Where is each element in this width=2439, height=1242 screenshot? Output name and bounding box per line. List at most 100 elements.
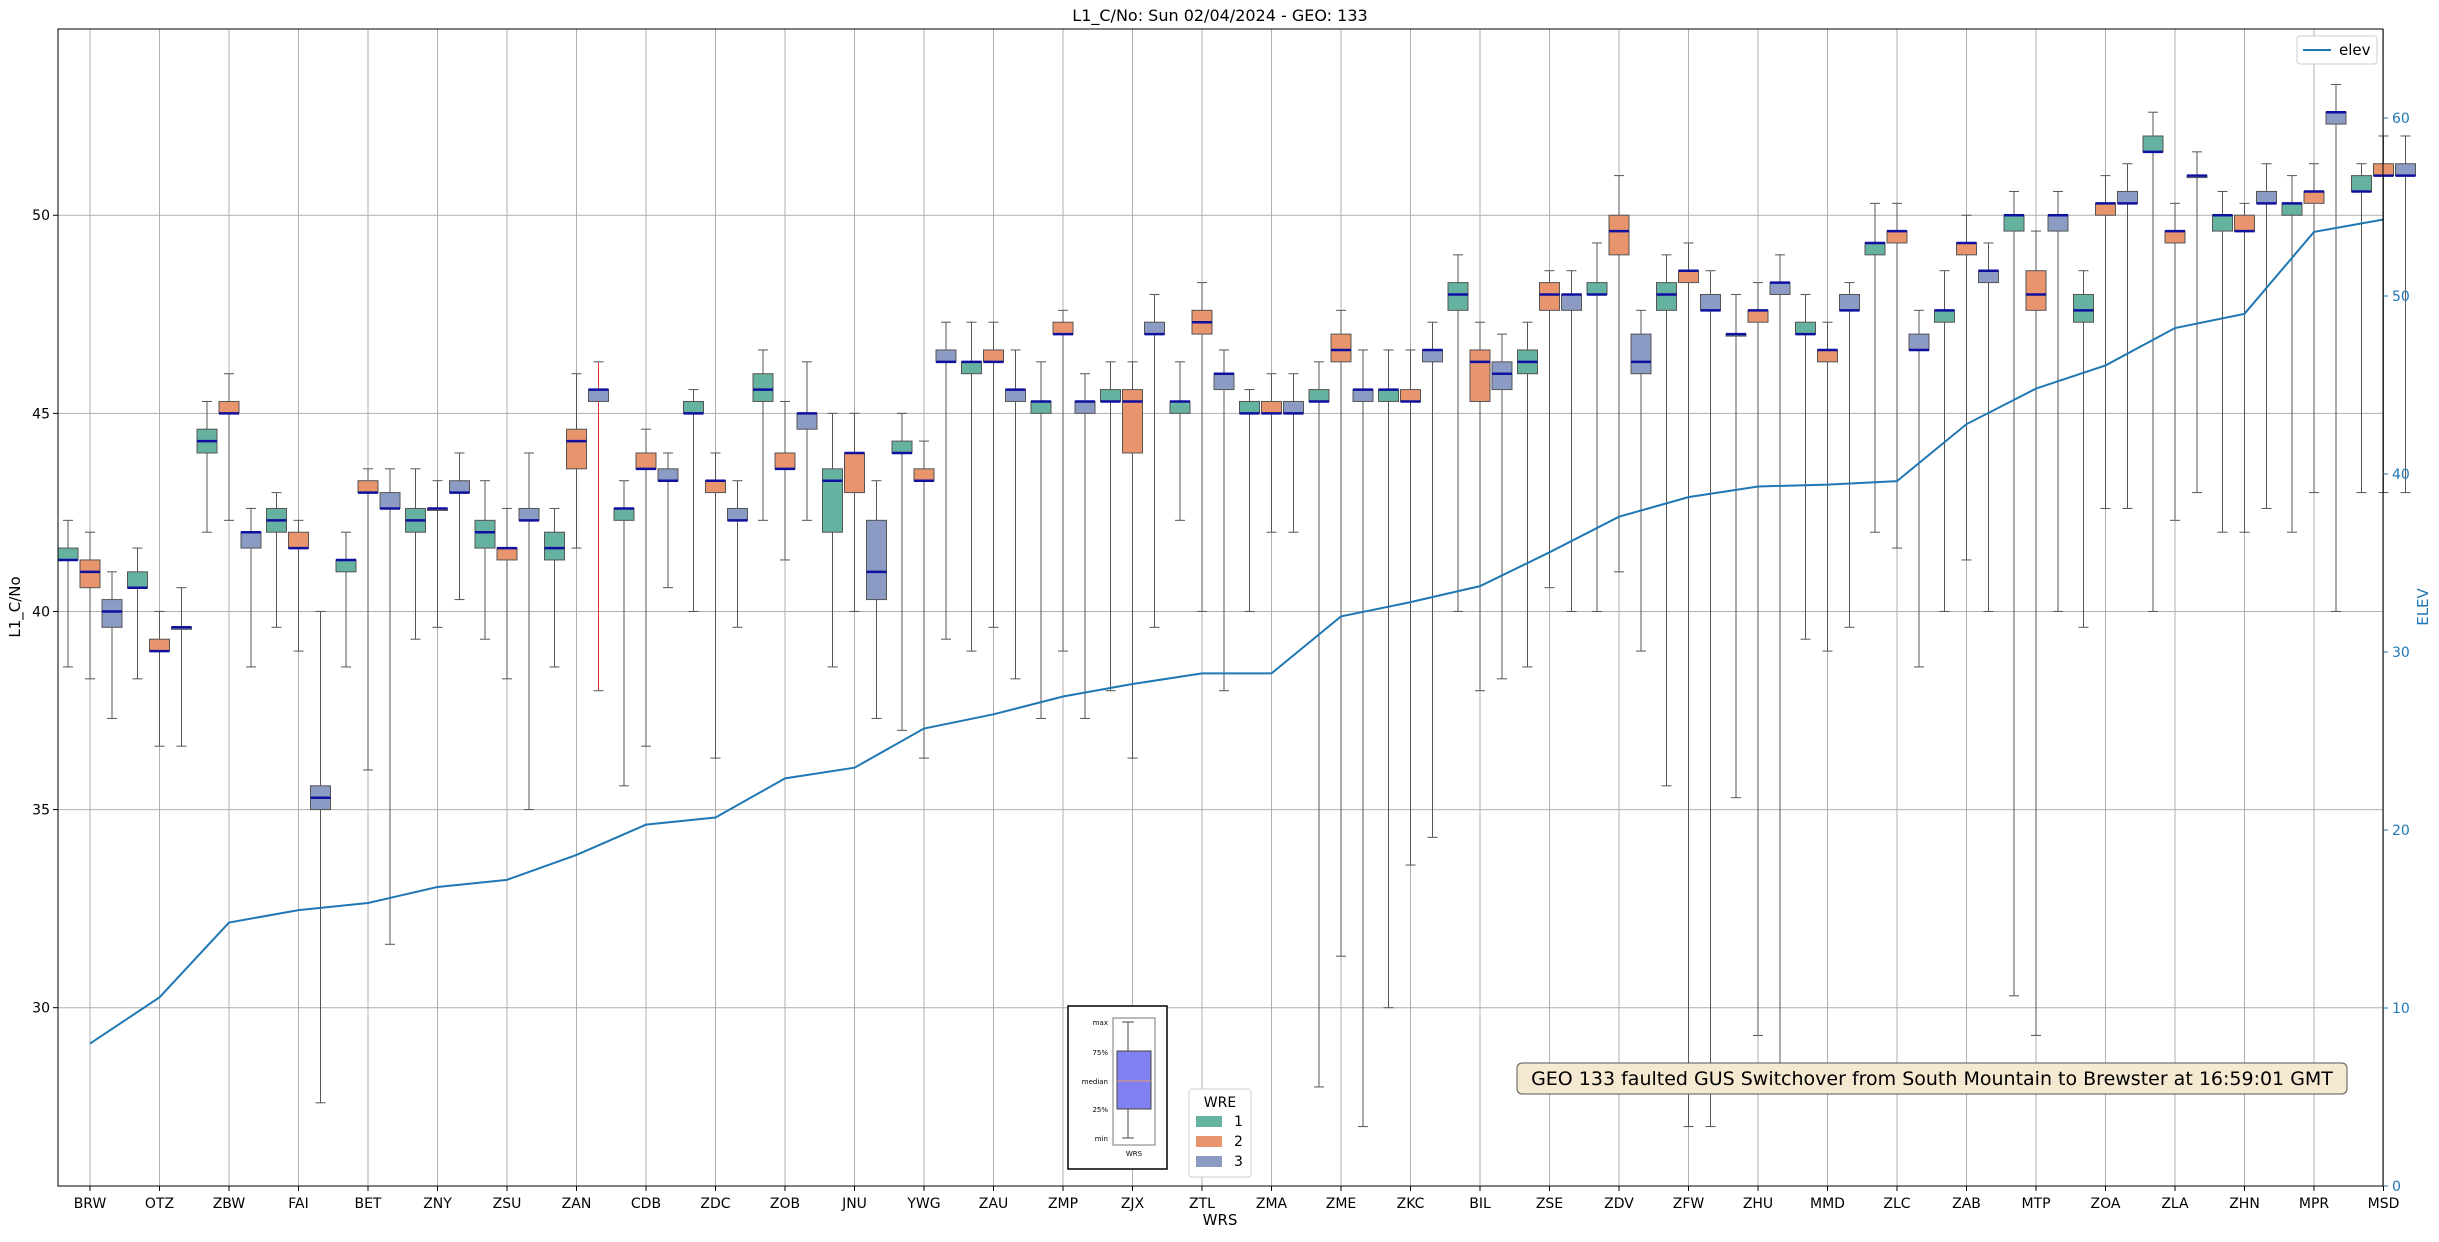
box-ZSE-3 [1561, 293, 1582, 311]
elev-legend-label: elev [2339, 41, 2371, 59]
box-ZLC-3 [1908, 333, 1930, 351]
box-ZOB-1 [752, 373, 774, 402]
box-ZDV-1 [1586, 282, 1608, 295]
box-MMD-1 [1795, 321, 1816, 335]
elev-legend: elev [2296, 35, 2378, 65]
box-ZJX-1 [1100, 389, 1121, 402]
box-ZKC-1 [1378, 389, 1399, 402]
y-tick-label: 35 [32, 803, 50, 819]
box-JNU-1 [822, 468, 843, 533]
x-tick-label: ZFW [1673, 1196, 1705, 1212]
wre-legend-label-3: 3 [1234, 1154, 1243, 1170]
box-key-inset: max 75% median 25% min WRS [1067, 1005, 1168, 1170]
box-ZMP-1 [1030, 400, 1052, 414]
box-key-box [1116, 1050, 1152, 1110]
box-JNU-2 [844, 452, 865, 494]
box-ZBW-3 [240, 531, 262, 549]
wre-legend-label-1: 1 [1234, 1114, 1243, 1130]
box-JNU-3 [866, 519, 887, 601]
box-ZHU-2 [1747, 309, 1769, 323]
box-ZOA-1 [2073, 293, 2094, 323]
box-ZDV-3 [1630, 333, 1652, 375]
box-MMD-2 [1817, 349, 1838, 363]
box-MSD-3 [2395, 163, 2416, 177]
wre-legend-swatch-2 [1196, 1136, 1222, 1147]
x-tick-label: OTZ [145, 1196, 174, 1212]
wre-legend-label-2: 2 [1234, 1134, 1243, 1150]
box-ZJX-3 [1144, 321, 1165, 335]
x-tick-label: FAI [288, 1196, 308, 1212]
x-tick-label: ZAU [979, 1196, 1008, 1212]
box-ZOB-3 [796, 412, 818, 430]
x-tick-label: ZHU [1743, 1196, 1773, 1212]
box-FAI-2 [288, 531, 309, 549]
box-ZLC-2 [1886, 230, 1908, 244]
whisker-layer [63, 83, 2411, 1128]
y2-tick-label: 30 [2392, 645, 2410, 661]
box-ZMA-3 [1283, 400, 1304, 414]
box-ZOA-2 [2095, 202, 2116, 216]
wre-legend-title: WRE [1204, 1095, 1236, 1111]
box-MTP-1 [2003, 214, 2025, 232]
box-layer [57, 110, 2416, 811]
box-ZOA-3 [2117, 190, 2138, 204]
box-OTZ-1 [127, 571, 148, 589]
y-tick-label: 45 [32, 406, 50, 422]
y-axis-label: L1_C/No [6, 576, 25, 637]
x-tick-label: BRW [74, 1196, 107, 1212]
box-ZKC-3 [1422, 349, 1443, 363]
y2-tick-label: 20 [2392, 823, 2410, 839]
y2-tick-label: 0 [2392, 1179, 2401, 1195]
box-ZTL-3 [1213, 373, 1235, 391]
box-BIL-2 [1469, 349, 1491, 402]
box-ZME-2 [1330, 333, 1352, 363]
box-ZAN-3 [588, 389, 609, 402]
box-key-label-max: max [1093, 1019, 1108, 1027]
x-tick-label: ZSE [1536, 1196, 1563, 1212]
box-ZKC-2 [1400, 389, 1421, 402]
box-ZAB-3 [1978, 270, 1999, 284]
box-ZOB-2 [774, 452, 796, 470]
box-BET-2 [357, 480, 379, 494]
box-ZSU-3 [518, 507, 540, 521]
box-ZME-1 [1308, 389, 1330, 402]
x-tick-label: MSD [2368, 1196, 2400, 1212]
wre-legend-frame [1188, 1088, 1252, 1178]
box-ZAN-2 [566, 428, 587, 470]
wre-legend-swatch-1 [1196, 1116, 1222, 1127]
box-ZHN-2 [2234, 214, 2255, 232]
box-BRW-3 [101, 599, 123, 628]
x-tick-label: ZTL [1189, 1196, 1215, 1212]
box-ZHN-3 [2256, 190, 2277, 204]
box-CDB-3 [657, 468, 679, 482]
x-tick-label: ZAB [1952, 1196, 1981, 1212]
x-tick-label: MTP [2021, 1196, 2050, 1212]
box-ZAU-1 [961, 361, 982, 375]
box-ZLC-1 [1864, 242, 1886, 256]
x-tick-label: MPR [2299, 1196, 2330, 1212]
x-tick-label: BET [354, 1196, 381, 1212]
box-ZAN-1 [544, 531, 565, 561]
box-MPR-3 [2325, 111, 2347, 125]
x-tick-label: ZLA [2161, 1196, 2189, 1212]
y-tick-label: 30 [32, 1001, 50, 1017]
x-tick-label: ZMA [1256, 1196, 1288, 1212]
box-ZSU-1 [474, 519, 496, 549]
box-BET-3 [379, 492, 401, 509]
box-ZTL-1 [1169, 400, 1191, 414]
y2-axis-label: ELEV [2414, 587, 2432, 625]
x-tick-label: BIL [1469, 1196, 1491, 1212]
wre-legend-swatch-3 [1196, 1156, 1222, 1167]
box-ZDC-1 [683, 400, 704, 414]
box-BIL-1 [1447, 282, 1469, 311]
box-ZDC-2 [705, 480, 726, 494]
annotation-frame [1516, 1062, 2348, 1095]
box-ZDC-3 [727, 507, 748, 521]
box-MSD-1 [2351, 175, 2372, 192]
box-ZMA-2 [1261, 400, 1282, 414]
x-tick-label: CDB [631, 1196, 661, 1212]
box-MPR-2 [2303, 190, 2325, 204]
box-ZDV-2 [1608, 214, 1630, 256]
y2-tick-label: 50 [2392, 289, 2410, 305]
